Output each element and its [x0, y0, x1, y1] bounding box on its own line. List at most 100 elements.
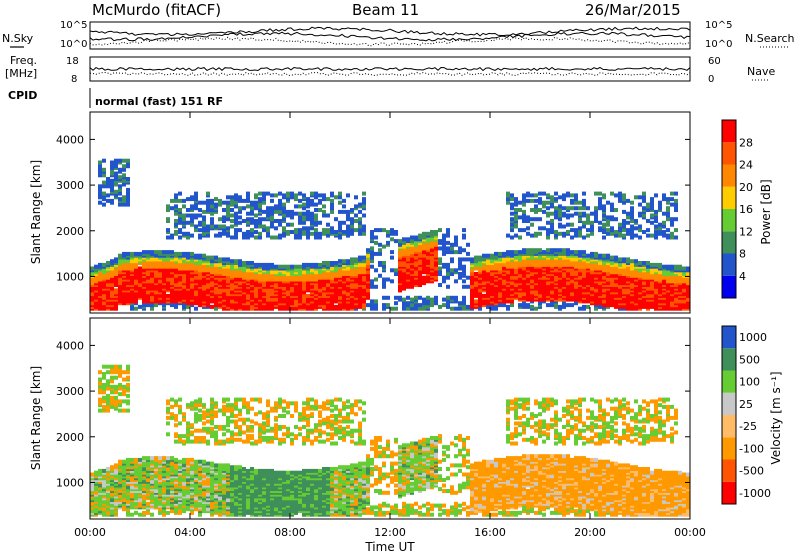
range-gate-cell	[342, 204, 346, 209]
range-gate-cell	[110, 198, 114, 203]
range-gate-cell	[218, 224, 222, 229]
range-gate-cell	[614, 193, 618, 198]
range-gate-cell	[298, 198, 302, 203]
range-gate-cell	[346, 233, 350, 238]
range-gate-cell	[266, 231, 270, 236]
range-gate-cell	[310, 231, 314, 236]
range-gate-cell	[626, 231, 630, 236]
range-gate-cell	[266, 209, 270, 214]
range-gate-cell	[354, 213, 358, 218]
range-gate-cell	[262, 228, 266, 233]
range-gate-cell	[234, 193, 238, 198]
range-gate-cell	[198, 259, 202, 264]
range-gate-cell	[542, 191, 546, 196]
nsearch-tick-bottom: 10^0	[705, 39, 732, 50]
range-gate-cell	[402, 237, 406, 242]
range-gate-cell	[194, 213, 198, 218]
range-gate-cell	[230, 259, 234, 264]
range-gate-cell	[262, 217, 266, 222]
range-gate-cell	[298, 217, 302, 222]
range-gate-cell	[98, 191, 102, 196]
range-gate-cell	[386, 230, 390, 234]
range-gate-cell	[302, 226, 306, 231]
range-gate-cell	[554, 197, 558, 202]
range-gate-cell	[674, 202, 678, 207]
range-gate-cell	[446, 303, 450, 308]
range-gate-cell	[226, 226, 230, 231]
range-gate-cell	[438, 266, 442, 271]
range-gate-cell	[266, 301, 270, 306]
range-gate-cell	[646, 261, 650, 265]
range-gate-cell	[190, 204, 194, 209]
range-gate-cell	[630, 206, 634, 211]
range-gate-cell	[418, 295, 422, 300]
range-gate-cell	[314, 191, 318, 196]
range-gate-cell	[526, 226, 530, 231]
range-gate-cell	[438, 261, 442, 265]
range-gate-cell	[386, 303, 390, 308]
range-gate-cell	[222, 283, 226, 287]
range-gate-cell	[466, 304, 470, 309]
nave-tick-bottom: 0	[708, 74, 714, 85]
range-gate-cell	[178, 191, 182, 196]
range-gate-cell	[322, 209, 326, 214]
range-gate-cell	[294, 301, 298, 306]
range-gate-cell	[302, 262, 306, 267]
range-gate-cell	[510, 211, 514, 216]
range-gate-cell	[462, 228, 466, 233]
range-gate-cell	[334, 261, 338, 265]
range-gate-cell	[266, 262, 270, 267]
range-gate-cell	[318, 283, 322, 287]
range-gate-cell	[578, 200, 582, 205]
range-gate-cell	[682, 266, 686, 271]
range-gate-cell	[470, 272, 474, 276]
range-gate-cell	[622, 228, 626, 233]
colorbar-tick-label: 20	[739, 181, 753, 194]
range-gate-cell	[306, 226, 310, 231]
range-gate-cell	[406, 248, 410, 253]
range-gate-cell	[362, 290, 366, 295]
range-gate-cell	[102, 372, 106, 376]
range-gate-cell	[346, 259, 350, 264]
range-gate-cell	[534, 198, 538, 203]
range-gate-cell	[462, 299, 466, 304]
range-gate-cell	[302, 193, 306, 198]
range-gate-cell	[118, 383, 122, 387]
range-gate-cell	[666, 217, 670, 222]
range-gate-cell	[210, 217, 214, 222]
range-gate-cell	[310, 262, 314, 267]
range-gate-cell	[314, 202, 318, 207]
range-gate-cell	[290, 222, 294, 227]
range-gate-cell	[594, 215, 598, 220]
range-gate-cell	[186, 231, 190, 236]
range-gate-cell	[186, 197, 190, 202]
range-gate-cell	[274, 226, 278, 231]
range-gate-cell	[566, 262, 570, 267]
range-gate-cell	[674, 206, 678, 211]
range-gate-cell	[630, 200, 634, 205]
range-gate-cell	[286, 304, 290, 309]
range-gate-cell	[630, 224, 634, 229]
range-gate-cell	[422, 275, 426, 280]
range-gate-cell	[194, 191, 198, 196]
range-gate-cell	[510, 303, 514, 308]
range-gate-cell	[318, 220, 322, 225]
range-gate-cell	[154, 303, 158, 308]
range-gate-cell	[102, 386, 106, 391]
range-gate-cell	[98, 160, 102, 165]
range-gate-cell	[634, 226, 638, 231]
range-gate-cell	[314, 273, 318, 278]
range-gate-cell	[278, 209, 282, 214]
range-gate-cell	[322, 213, 326, 218]
range-gate-cell	[558, 262, 562, 267]
range-gate-cell	[410, 235, 414, 240]
range-gate-cell	[538, 273, 542, 278]
range-gate-cell	[438, 270, 442, 275]
range-gate-cell	[646, 208, 650, 212]
range-gate-cell	[94, 264, 98, 269]
range-gate-cell	[246, 197, 250, 202]
range-gate-cell	[670, 197, 674, 202]
range-gate-cell	[610, 255, 614, 260]
range-gate-cell	[254, 193, 258, 198]
range-gate-cell	[106, 182, 110, 187]
